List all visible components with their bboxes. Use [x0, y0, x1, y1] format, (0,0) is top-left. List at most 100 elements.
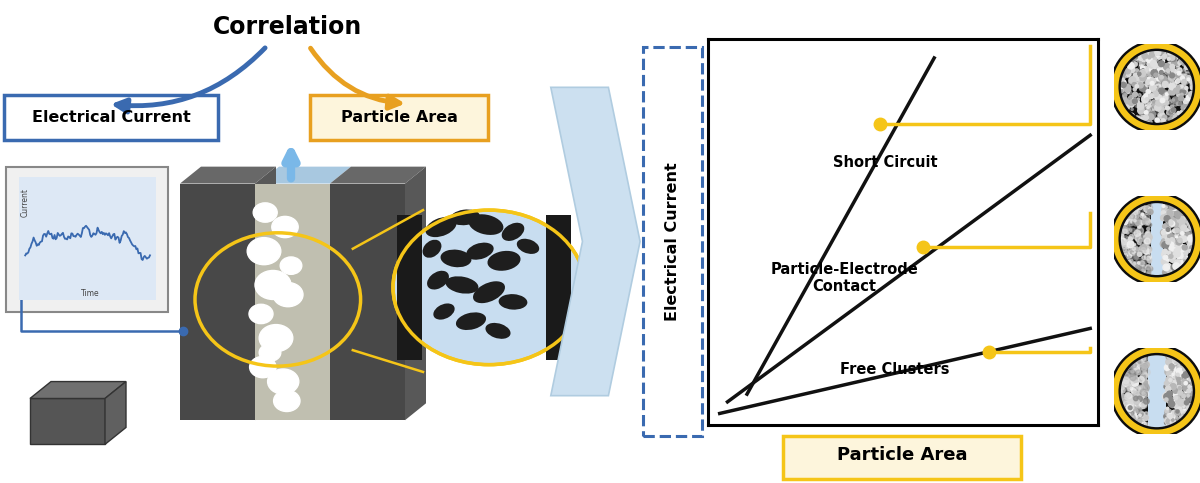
Circle shape [1172, 97, 1178, 103]
Circle shape [1172, 411, 1176, 414]
Circle shape [1184, 262, 1189, 266]
Circle shape [1128, 406, 1132, 410]
Circle shape [1181, 94, 1183, 96]
Circle shape [1169, 379, 1172, 382]
Circle shape [1166, 82, 1170, 86]
Circle shape [1190, 236, 1194, 240]
Circle shape [1180, 405, 1182, 408]
Circle shape [1182, 80, 1184, 82]
Circle shape [1123, 249, 1127, 252]
Circle shape [1190, 80, 1196, 86]
Circle shape [1180, 364, 1181, 367]
Circle shape [1169, 364, 1175, 369]
Circle shape [1123, 412, 1128, 416]
Circle shape [1120, 222, 1123, 226]
Circle shape [1180, 234, 1182, 237]
Circle shape [1133, 55, 1138, 59]
Circle shape [1127, 244, 1133, 250]
Circle shape [1165, 397, 1171, 402]
Circle shape [1171, 60, 1177, 65]
Circle shape [1183, 260, 1187, 264]
Circle shape [1127, 260, 1132, 264]
Circle shape [1176, 223, 1183, 229]
Circle shape [1188, 235, 1194, 242]
Circle shape [1169, 200, 1172, 203]
Circle shape [1140, 389, 1147, 396]
Circle shape [1128, 396, 1134, 402]
Circle shape [1136, 258, 1142, 265]
Circle shape [1150, 85, 1156, 91]
Circle shape [1172, 118, 1178, 124]
Circle shape [1117, 233, 1122, 237]
Circle shape [1132, 206, 1138, 212]
Circle shape [1166, 384, 1170, 388]
Circle shape [1127, 253, 1132, 258]
Circle shape [1164, 81, 1165, 83]
Circle shape [1174, 415, 1177, 419]
Circle shape [1139, 412, 1145, 418]
Circle shape [1182, 80, 1187, 85]
Circle shape [1182, 226, 1184, 229]
Circle shape [1133, 415, 1138, 420]
Circle shape [1172, 99, 1175, 101]
Circle shape [1170, 206, 1175, 211]
Circle shape [1139, 54, 1141, 57]
Circle shape [1164, 63, 1170, 70]
Circle shape [1169, 378, 1174, 384]
Circle shape [1146, 69, 1151, 74]
Circle shape [1188, 242, 1194, 248]
Circle shape [1176, 215, 1183, 223]
Circle shape [1140, 244, 1144, 247]
Circle shape [1139, 395, 1142, 399]
Circle shape [1162, 45, 1168, 52]
Circle shape [1166, 62, 1172, 69]
Circle shape [1134, 209, 1136, 211]
Circle shape [1158, 104, 1163, 109]
Circle shape [1187, 390, 1192, 394]
Circle shape [1140, 355, 1144, 359]
Circle shape [1189, 78, 1193, 81]
Circle shape [1168, 250, 1172, 255]
Circle shape [1146, 389, 1148, 392]
Circle shape [1150, 266, 1152, 268]
Circle shape [1118, 74, 1122, 77]
Circle shape [1183, 386, 1188, 391]
Circle shape [1129, 383, 1133, 387]
Circle shape [1189, 91, 1195, 98]
Circle shape [1172, 81, 1175, 84]
Circle shape [1135, 360, 1139, 363]
Circle shape [1170, 238, 1175, 243]
Circle shape [1132, 363, 1136, 368]
Circle shape [1146, 57, 1152, 63]
Circle shape [1176, 252, 1183, 259]
Circle shape [1135, 231, 1141, 238]
Circle shape [1170, 272, 1174, 275]
Circle shape [1145, 221, 1148, 225]
Circle shape [1190, 85, 1194, 90]
Circle shape [1166, 371, 1174, 378]
Circle shape [1134, 208, 1140, 213]
Circle shape [1126, 215, 1133, 222]
Circle shape [1182, 380, 1188, 386]
Circle shape [1176, 63, 1180, 67]
Circle shape [1170, 250, 1176, 256]
Circle shape [1142, 248, 1148, 254]
Circle shape [1129, 214, 1134, 219]
Circle shape [1135, 236, 1141, 242]
FancyBboxPatch shape [6, 167, 168, 312]
Ellipse shape [517, 239, 539, 254]
Circle shape [1184, 260, 1188, 264]
Circle shape [1192, 227, 1196, 232]
Circle shape [1139, 71, 1146, 77]
Circle shape [1192, 379, 1198, 385]
Circle shape [1141, 396, 1145, 398]
Circle shape [1176, 379, 1178, 382]
Circle shape [1182, 74, 1186, 78]
Circle shape [1188, 232, 1192, 236]
Circle shape [1116, 240, 1123, 246]
Circle shape [1169, 120, 1175, 126]
Circle shape [1118, 384, 1124, 390]
Circle shape [1162, 230, 1165, 235]
Circle shape [1184, 396, 1188, 400]
Circle shape [1141, 357, 1146, 361]
